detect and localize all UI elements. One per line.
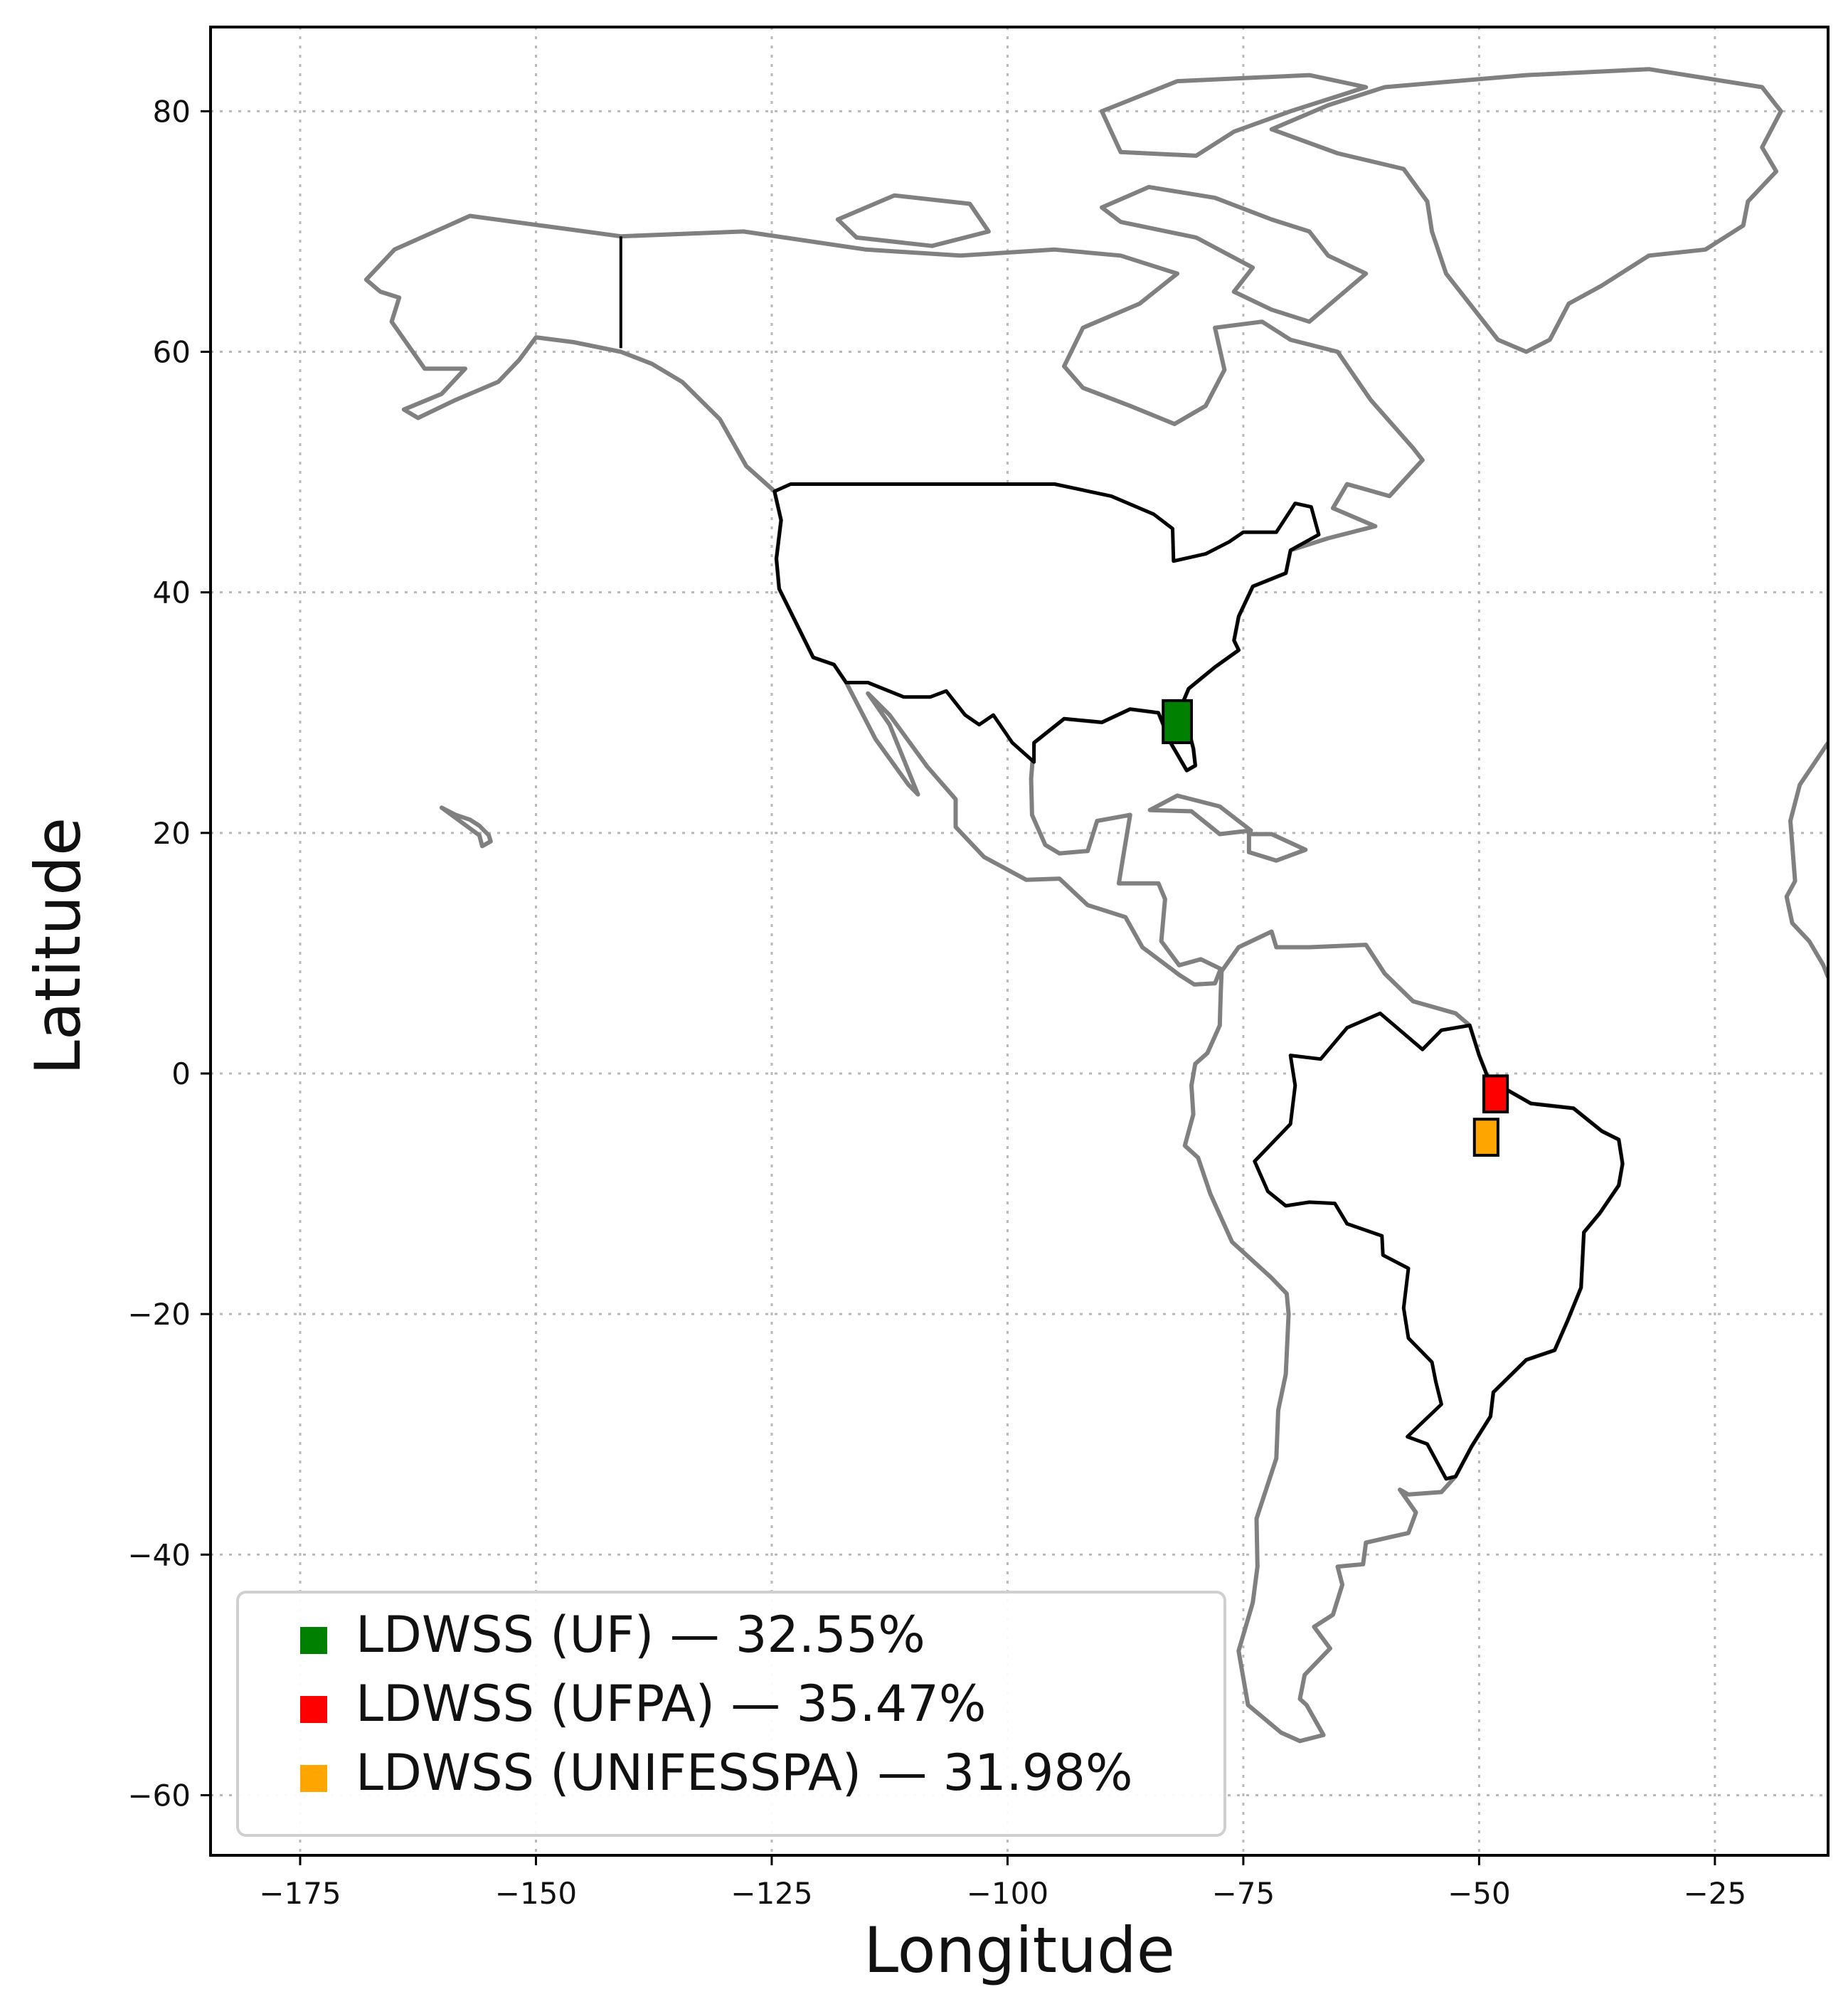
x-tick-label: −125 [731, 1876, 812, 1911]
plot-frame [209, 26, 1830, 1857]
y-tick-label: −20 [127, 1297, 191, 1332]
y-tick-label: 0 [171, 1056, 191, 1091]
north-america-coast [363, 213, 1425, 987]
x-tick-label: −150 [495, 1876, 577, 1911]
baffin-island [1100, 184, 1369, 324]
region-ufpa [1482, 1074, 1509, 1114]
greenland-coast [1269, 67, 1783, 354]
x-axis-label: Longitude [864, 1914, 1175, 1987]
legend-swatch-unifesspa [300, 1765, 327, 1792]
x-tick-label: −100 [967, 1876, 1048, 1911]
region-uf [1162, 699, 1193, 745]
highlighted-regions [1162, 699, 1509, 1157]
cuba [1147, 793, 1253, 837]
y-tick-label: 20 [153, 816, 191, 851]
tick-labels: −175 −150 −125 −100 −75 −50 −25 80 60 40 20 0 −20 −40… [127, 94, 1746, 1911]
legend-swatch-ufpa [300, 1696, 327, 1723]
y-tick-label: 40 [153, 576, 191, 610]
ellesmere-island [1100, 73, 1369, 158]
gridlines [211, 27, 1828, 1855]
y-axis-label: Latitude [21, 817, 95, 1075]
legend-frame [236, 1591, 1226, 1837]
x-tick-label: −175 [259, 1876, 341, 1911]
legend-swatch-uf [300, 1627, 327, 1654]
map-outlines [363, 67, 1828, 1744]
hawaii [439, 805, 493, 849]
brazil-outline [1253, 1011, 1625, 1481]
x-tick-label: −25 [1684, 1876, 1747, 1911]
legend: LDWSS (UF) — 32.55% LDWSS (UFPA) — 35.47… [236, 1591, 1226, 1837]
region-unifesspa [1472, 1118, 1499, 1157]
africa-edge [1784, 741, 1828, 978]
victoria-island [835, 193, 991, 248]
x-tick-label: −50 [1448, 1876, 1511, 1911]
legend-label-uf: LDWSS (UF) — 32.55% [356, 1606, 925, 1664]
legend-label-ufpa: LDWSS (UFPA) — 35.47% [356, 1675, 986, 1733]
hispaniola [1246, 832, 1308, 863]
y-tick-label: −60 [127, 1778, 191, 1813]
usa-outline [772, 482, 1321, 773]
y-tick-label: 60 [153, 335, 191, 370]
y-tick-label: 80 [153, 94, 191, 129]
y-tick-label: −40 [127, 1537, 191, 1572]
legend-label-unifesspa: LDWSS (UNIFESSPA) — 31.98% [356, 1744, 1133, 1802]
x-tick-label: −75 [1212, 1876, 1275, 1911]
